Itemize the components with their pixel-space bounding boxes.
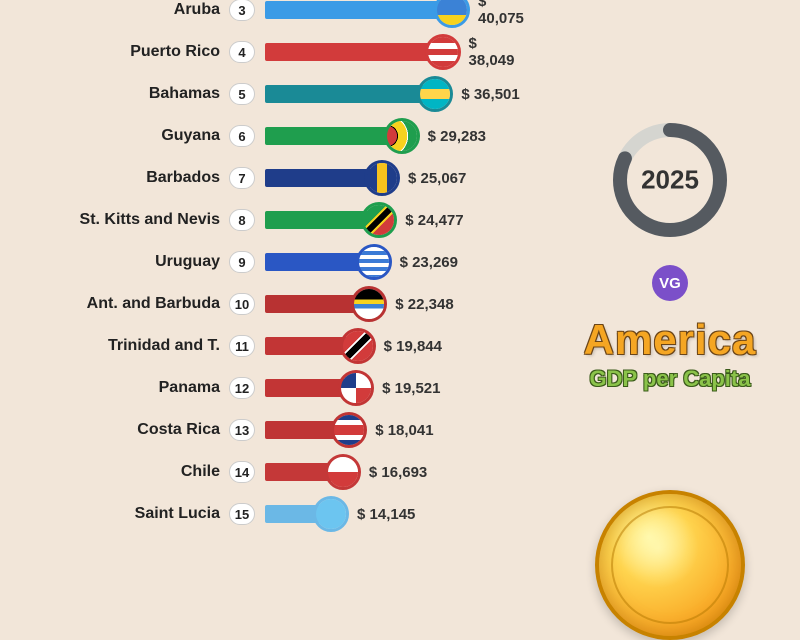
bar [265, 127, 402, 145]
rank-pill: 5 [229, 83, 255, 105]
value-label: $ 29,283 [428, 128, 486, 145]
value-label: $ 22,348 [395, 296, 453, 313]
value-label: $ 14,145 [357, 506, 415, 523]
rank-pill: 14 [229, 461, 255, 483]
coin-icon [595, 490, 745, 640]
value-label: $ 18,041 [375, 422, 433, 439]
flag-icon [313, 496, 349, 532]
rank-pill: 11 [229, 335, 255, 357]
value-label: $ 24,477 [405, 212, 463, 229]
value-label: $ 19,844 [384, 338, 442, 355]
rank-pill: 7 [229, 167, 255, 189]
rank-pill: 10 [229, 293, 255, 315]
chart-row: St. Kitts and Nevis 8 $ 24,477 [0, 202, 520, 238]
country-label: Bahamas [20, 85, 220, 103]
chart-row: Saint Lucia 15 $ 14,145 [0, 496, 520, 532]
chart-row: Costa Rica 13 $ 18,041 [0, 412, 520, 448]
value-label: $ 40,075 [478, 0, 524, 27]
flag-icon [417, 76, 453, 112]
value-label: $ 36,501 [461, 86, 519, 103]
flag-icon [384, 118, 420, 154]
bar [265, 85, 435, 103]
bar-chart: Aruba3$ 40,075Puerto Rico4$ 38,049Bahama… [0, 0, 520, 600]
country-label: Trinidad and T. [20, 337, 220, 355]
chart-row: Aruba3$ 40,075 [0, 0, 520, 28]
flag-icon [325, 454, 361, 490]
chart-row: Bahamas 5 $ 36,501 [0, 76, 520, 112]
rank-pill: 8 [229, 209, 255, 231]
chart-row: Chile 14 $ 16,693 [0, 454, 520, 490]
country-label: Guyana [20, 127, 220, 145]
vg-badge-icon: VG [652, 265, 688, 301]
value-label: $ 19,521 [382, 380, 440, 397]
value-label: $ 38,049 [469, 35, 520, 69]
flag-icon [338, 370, 374, 406]
country-label: Aruba [20, 1, 220, 19]
rank-pill: 12 [229, 377, 255, 399]
flag-icon [356, 244, 392, 280]
flag-icon [364, 160, 400, 196]
rank-pill: 13 [229, 419, 255, 441]
title-main: America [570, 316, 770, 364]
country-label: Saint Lucia [20, 505, 220, 523]
flag-icon [340, 328, 376, 364]
year-label: 2025 [641, 165, 699, 196]
flag-icon [331, 412, 367, 448]
rank-pill: 9 [229, 251, 255, 273]
rank-pill: 15 [229, 503, 255, 525]
bar [265, 1, 452, 19]
year-progress-ring: 2025 [610, 120, 730, 240]
bar [265, 43, 443, 61]
chart-row: Uruguay 9 $ 23,269 [0, 244, 520, 280]
country-label: Barbados [20, 169, 220, 187]
flag-icon [434, 0, 470, 28]
country-label: Uruguay [20, 253, 220, 271]
title-sub: GDP per Capita [570, 366, 770, 392]
chart-row: Ant. and Barbuda 10 $ 22,348 [0, 286, 520, 322]
flag-icon [351, 286, 387, 322]
country-label: Panama [20, 379, 220, 397]
value-label: $ 16,693 [369, 464, 427, 481]
country-label: St. Kitts and Nevis [20, 211, 220, 229]
flag-icon [425, 34, 461, 70]
chart-row: Panama 12 $ 19,521 [0, 370, 520, 406]
value-label: $ 25,067 [408, 170, 466, 187]
country-label: Costa Rica [20, 421, 220, 439]
value-label: $ 23,269 [400, 254, 458, 271]
rank-pill: 4 [229, 41, 255, 63]
rank-pill: 6 [229, 125, 255, 147]
chart-row: Guyana 6 $ 29,283 [0, 118, 520, 154]
country-label: Chile [20, 463, 220, 481]
country-label: Puerto Rico [20, 43, 220, 61]
chart-row: Barbados 7 $ 25,067 [0, 160, 520, 196]
flag-icon [361, 202, 397, 238]
rank-pill: 3 [229, 0, 255, 21]
country-label: Ant. and Barbuda [20, 295, 220, 313]
chart-row: Trinidad and T. 11 $ 19,844 [0, 328, 520, 364]
chart-row: Puerto Rico 4 $ 38,049 [0, 34, 520, 70]
side-panel: 2025 VG America GDP per Capita [570, 120, 770, 392]
